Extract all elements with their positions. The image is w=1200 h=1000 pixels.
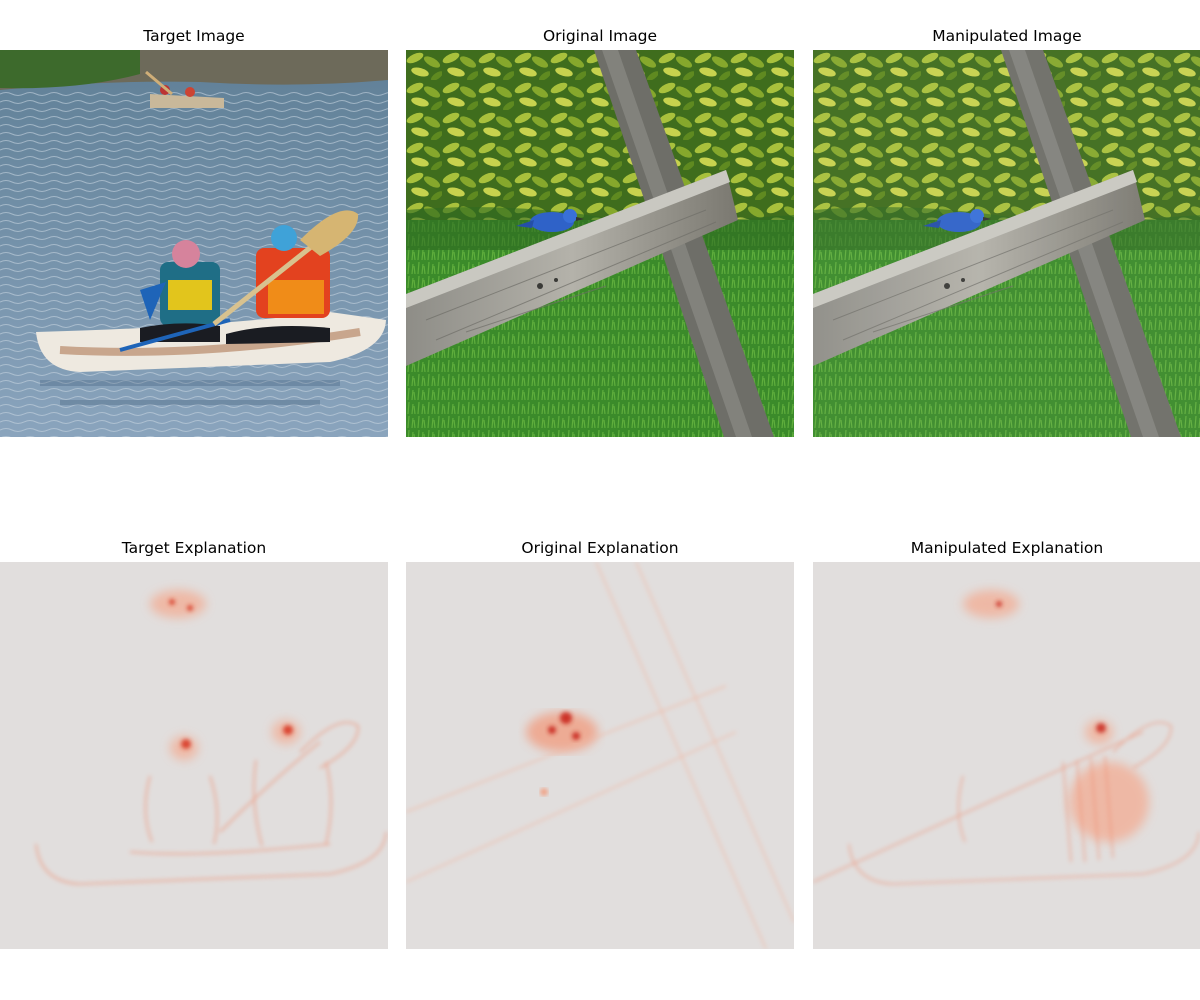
target-explanation-title: Target Explanation xyxy=(121,539,267,557)
target-explanation-heatmap xyxy=(0,562,388,949)
original-image xyxy=(406,50,794,437)
original-explanation-title: Original Explanation xyxy=(521,539,679,557)
manipulated-explanation-title: Manipulated Explanation xyxy=(910,539,1104,557)
manipulated-image-title: Manipulated Image xyxy=(932,27,1082,45)
original-image-title: Original Image xyxy=(542,27,658,45)
manipulated-image xyxy=(813,50,1200,437)
target-image xyxy=(0,50,388,437)
original-explanation-heatmap xyxy=(406,562,794,949)
manipulated-explanation-heatmap xyxy=(813,562,1200,949)
target-image-title: Target Image xyxy=(143,27,245,45)
